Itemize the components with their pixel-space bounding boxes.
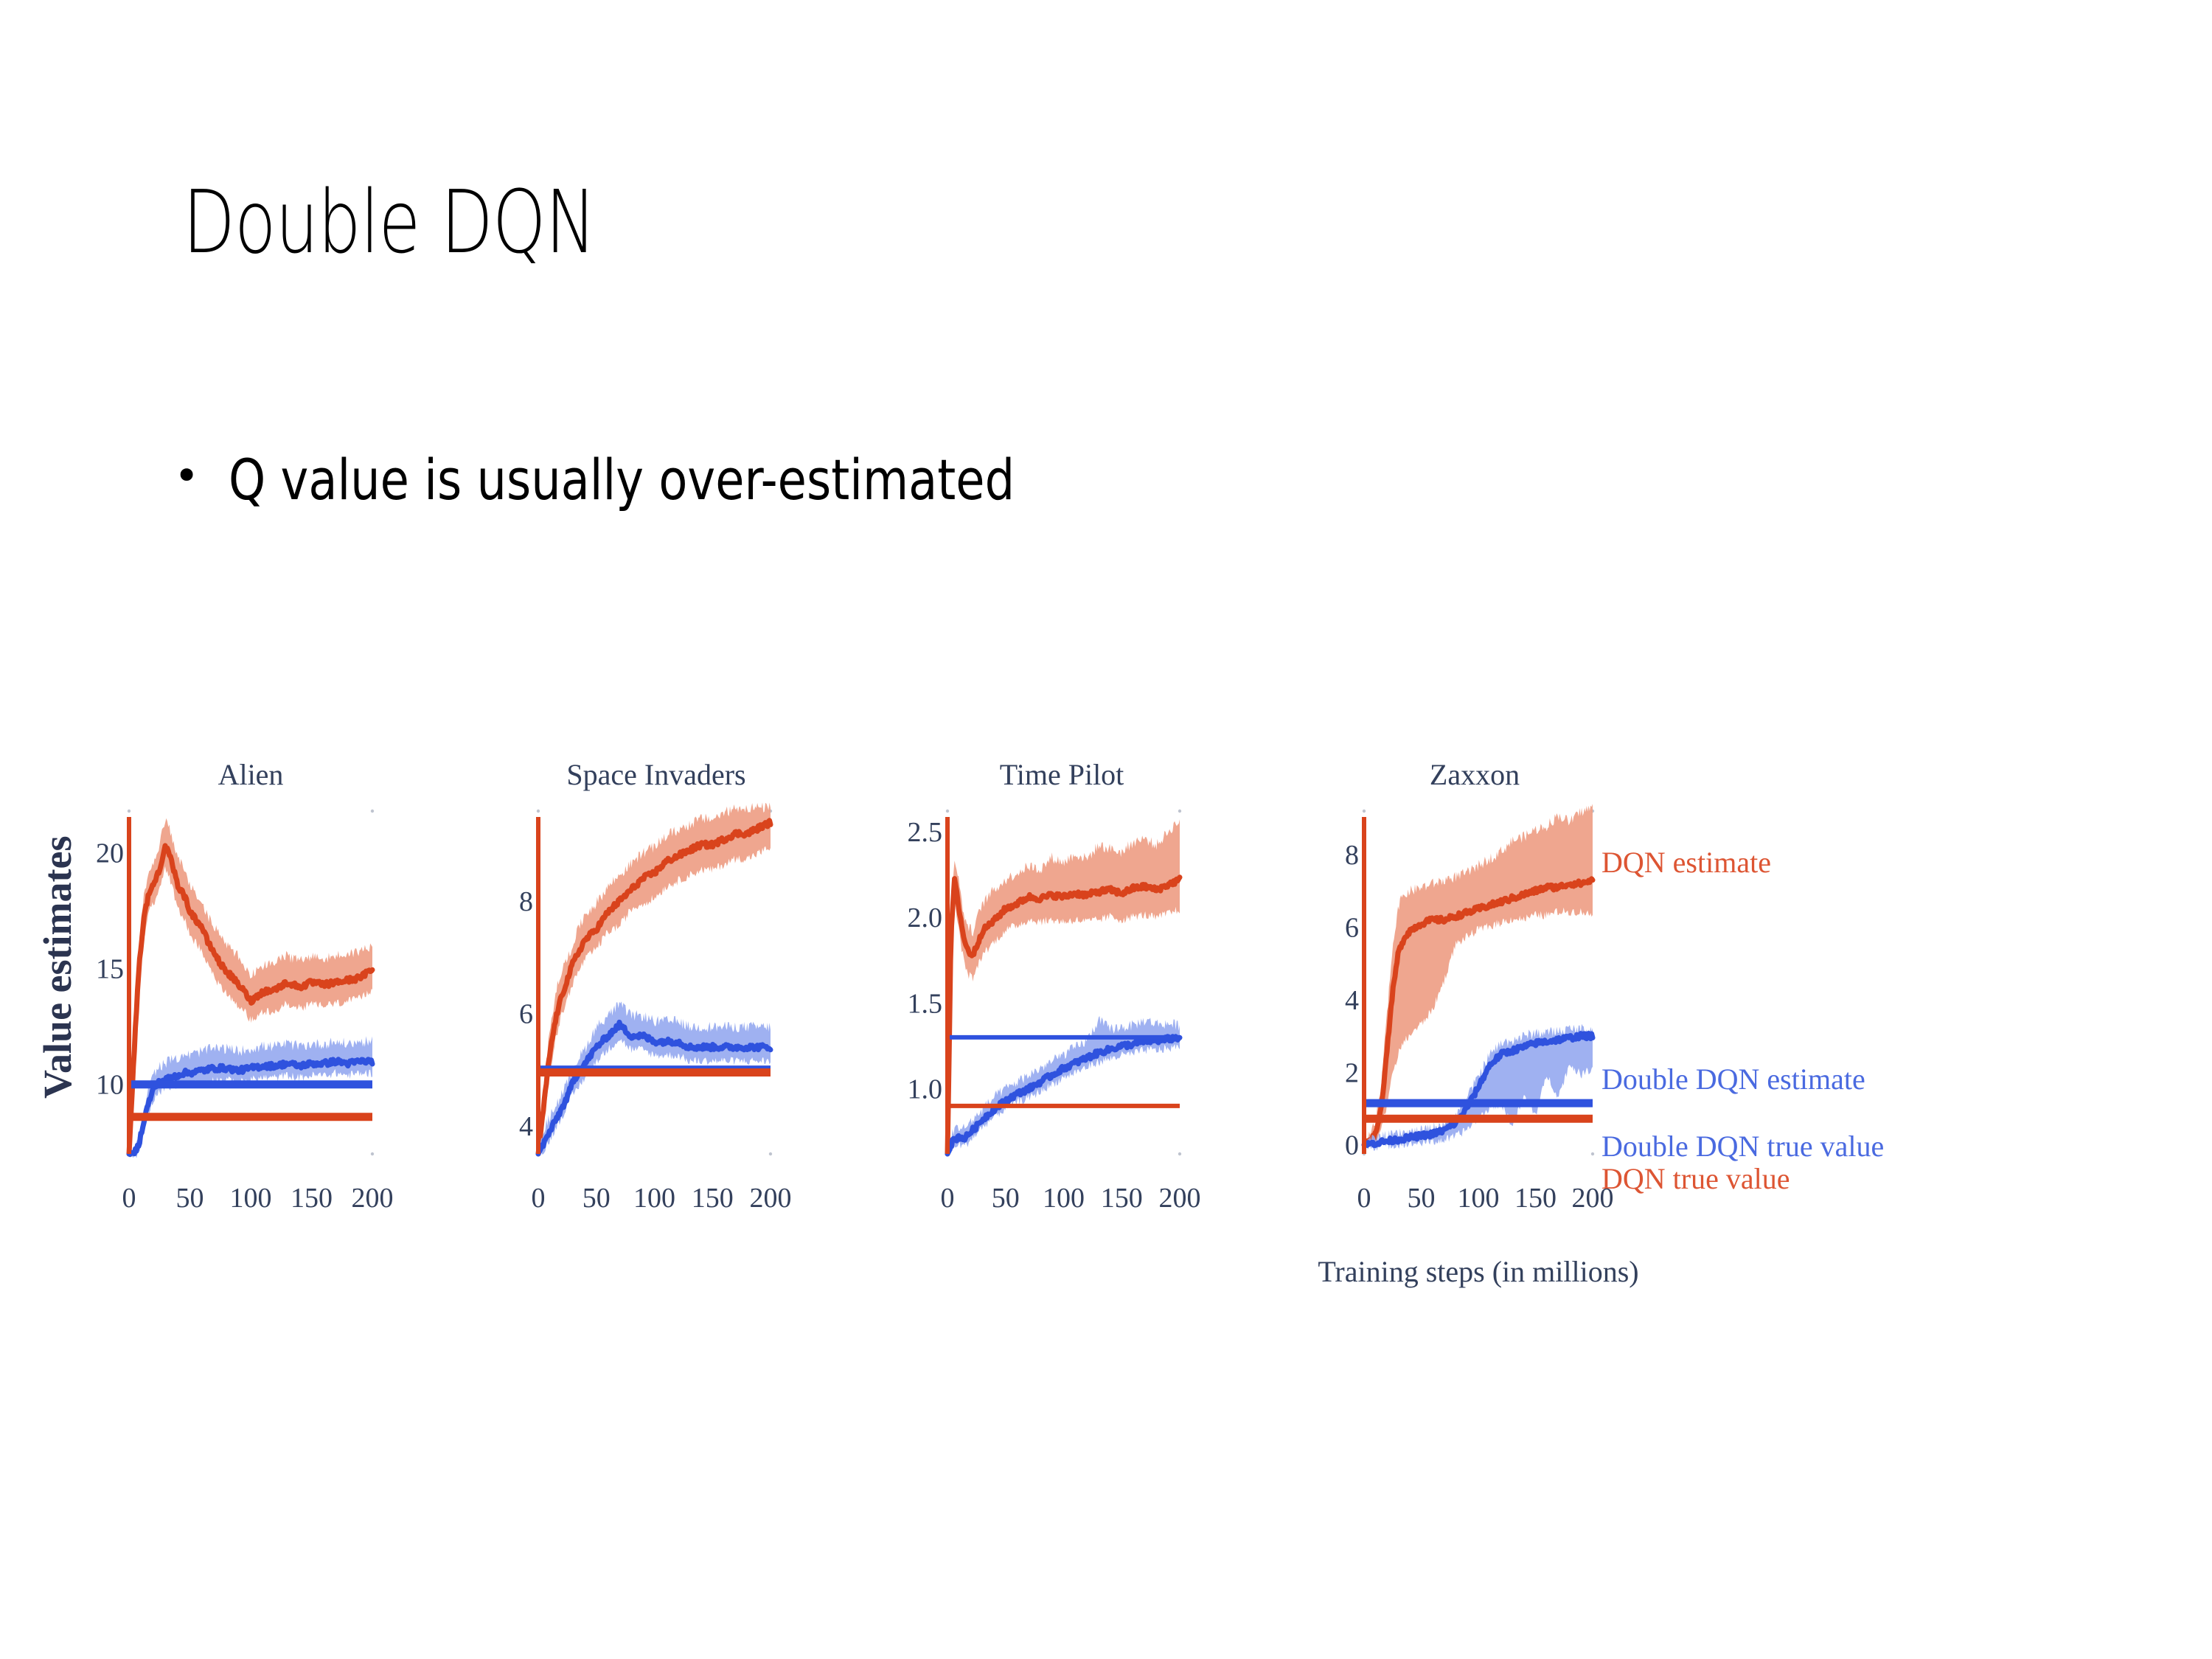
- x-tick-label: 200: [1159, 1183, 1201, 1214]
- x-tick-label: 150: [692, 1183, 734, 1214]
- confidence-band: [538, 802, 771, 1154]
- bullet-point-icon: •: [174, 451, 200, 501]
- panel-title: Time Pilot: [1000, 758, 1124, 791]
- panel-title: Alien: [218, 758, 284, 791]
- y-tick-label: 2.5: [908, 817, 943, 848]
- legend-label-dqn-true-value: DQN true value: [1601, 1162, 1790, 1195]
- bullet-text: Q value is usually over-estimated: [229, 447, 1015, 512]
- chart-panel-space-invaders: Space Invaders 4 6 8 0 50 100 150 200: [519, 758, 792, 1214]
- x-tick-label: 0: [941, 1183, 955, 1214]
- series-line: [945, 874, 1183, 1157]
- frame-dot: [1362, 809, 1366, 813]
- y-tick-label: 2.0: [908, 902, 943, 933]
- y-tick-label: 2: [1345, 1057, 1359, 1088]
- series-line: [945, 1034, 1183, 1157]
- x-tick-label: 150: [1101, 1183, 1143, 1214]
- x-tick-label: 50: [992, 1183, 1020, 1214]
- confidence-band: [129, 818, 372, 1154]
- x-tick-label: 50: [1408, 1183, 1436, 1214]
- legend-label-double-dqn-estimate: Double DQN estimate: [1601, 1062, 1865, 1096]
- x-tick-label: 100: [1458, 1183, 1500, 1214]
- y-tick-label: 8: [519, 886, 533, 917]
- y-tick-label: 10: [96, 1070, 124, 1101]
- x-tick-label: 0: [532, 1183, 546, 1214]
- series-line: [535, 818, 773, 1157]
- value-estimates-figure: Alien 10 15 20 0 50 100 150 200 Space Invaders 4 6 8…: [29, 752, 2190, 1364]
- frame-dot: [370, 809, 375, 813]
- x-tick-label: 150: [1514, 1183, 1557, 1214]
- frame-dot: [127, 809, 131, 813]
- legend-label-dqn-estimate: DQN estimate: [1601, 846, 1771, 879]
- series-line: [1361, 876, 1596, 1148]
- y-tick-label: 6: [519, 998, 533, 1029]
- confidence-band: [947, 1016, 1180, 1154]
- x-tick-label: 100: [230, 1183, 272, 1214]
- frame-dot: [768, 1152, 773, 1156]
- frame-dot: [1178, 809, 1182, 813]
- chart-panel-time-pilot: Time Pilot 1.0 1.5 2.0 2.5 0 50 100 150 200: [908, 758, 1201, 1214]
- y-tick-label: 1.5: [908, 988, 943, 1019]
- frame-dot: [536, 809, 540, 813]
- y-tick-label: 0: [1345, 1130, 1359, 1161]
- list-item: • Q value is usually over-estimated: [174, 448, 1944, 512]
- chart-panel-zaxxon: Zaxxon 0 2 4 6 8 0 50 100 150 200: [1345, 758, 1614, 1214]
- x-tick-label: 0: [122, 1183, 136, 1214]
- y-tick-label: 4: [519, 1111, 533, 1142]
- page-title: Double DQN: [183, 171, 597, 273]
- y-tick-label: 6: [1345, 912, 1359, 943]
- legend-label-double-dqn-true-value: Double DQN true value: [1601, 1130, 1884, 1163]
- frame-dot: [1178, 1152, 1182, 1156]
- frame-dot: [945, 809, 950, 813]
- y-tick-label: 20: [96, 838, 124, 869]
- y-tick-label: 1.0: [908, 1074, 943, 1105]
- bullet-list: • Q value is usually over-estimated: [174, 448, 1944, 512]
- y-tick-label: 8: [1345, 840, 1359, 871]
- confidence-band: [538, 1001, 771, 1155]
- series-line: [1361, 1031, 1596, 1148]
- x-tick-label: 100: [1043, 1183, 1085, 1214]
- series-line: [126, 1057, 375, 1158]
- x-tick-label: 100: [633, 1183, 675, 1214]
- confidence-band: [947, 819, 1180, 1154]
- y-axis-label: Value estimates: [35, 836, 80, 1099]
- frame-dot: [1590, 1152, 1595, 1156]
- y-tick-label: 4: [1345, 985, 1359, 1016]
- x-tick-label: 50: [176, 1183, 204, 1214]
- frame-dot: [370, 1152, 375, 1156]
- series-line: [126, 843, 375, 1157]
- confidence-band: [129, 1036, 372, 1158]
- series-line: [535, 1019, 773, 1157]
- y-tick-label: 15: [96, 954, 124, 985]
- x-tick-label: 200: [352, 1183, 394, 1214]
- x-tick-label: 200: [1572, 1183, 1614, 1214]
- panel-title: Space Invaders: [566, 758, 745, 791]
- x-tick-label: 0: [1357, 1183, 1371, 1214]
- panel-title: Zaxxon: [1430, 758, 1520, 791]
- x-tick-label: 200: [750, 1183, 792, 1214]
- x-tick-label: 150: [291, 1183, 333, 1214]
- x-axis-label: Training steps (in millions): [1318, 1255, 1638, 1288]
- x-tick-label: 50: [582, 1183, 611, 1214]
